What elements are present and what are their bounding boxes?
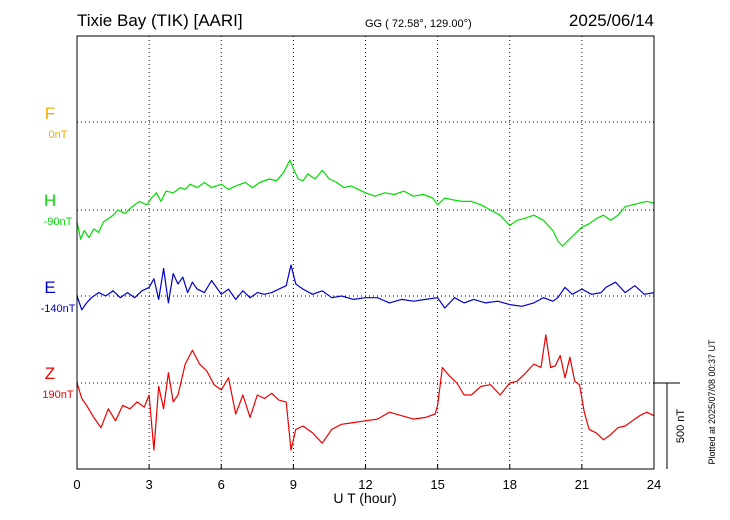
x-tick-label: 0 <box>73 477 80 492</box>
channel-label-h: H <box>44 191 56 210</box>
x-axis-ticks: 0 3 6 9 12 15 18 21 24 <box>73 464 661 492</box>
channel-baseline-f: 0nT <box>49 129 68 141</box>
scale-bar: 500 nT <box>654 382 687 469</box>
channel-labels: F 0nT H -90nT E -140nT Z 190nT <box>41 104 76 401</box>
channel-baseline-z: 190nT <box>42 389 73 401</box>
series-lines <box>76 159 655 451</box>
series-line-z <box>76 334 655 451</box>
x-tick-label: 12 <box>358 477 372 492</box>
x-tick-label: 3 <box>146 477 153 492</box>
plotted-timestamp: Plotted at 2025/07/08 00:37 UT <box>707 339 717 465</box>
grid <box>77 36 654 469</box>
x-tick-label: 15 <box>430 477 444 492</box>
plot-date: 2025/06/14 <box>569 11 654 30</box>
x-tick-label: 6 <box>218 477 225 492</box>
channel-baseline-e: -140nT <box>41 303 76 315</box>
channel-label-z: Z <box>45 364 55 383</box>
station-coords: GG ( 72.58°, 129.00°) <box>365 18 472 30</box>
x-tick-label: 9 <box>290 477 297 492</box>
x-tick-label: 24 <box>647 477 661 492</box>
channel-label-f: F <box>45 104 55 123</box>
series-line-e <box>76 264 655 311</box>
channel-baseline-h: -90nT <box>44 216 73 228</box>
x-tick-label: 21 <box>575 477 589 492</box>
station-title: Tixie Bay (TIK) [AARI] <box>77 11 243 30</box>
x-tick-label: 18 <box>503 477 517 492</box>
series-line-h <box>76 159 655 247</box>
x-axis-title: U T (hour) <box>333 490 396 506</box>
scale-bar-label: 500 nT <box>675 409 687 444</box>
channel-label-e: E <box>44 278 55 297</box>
